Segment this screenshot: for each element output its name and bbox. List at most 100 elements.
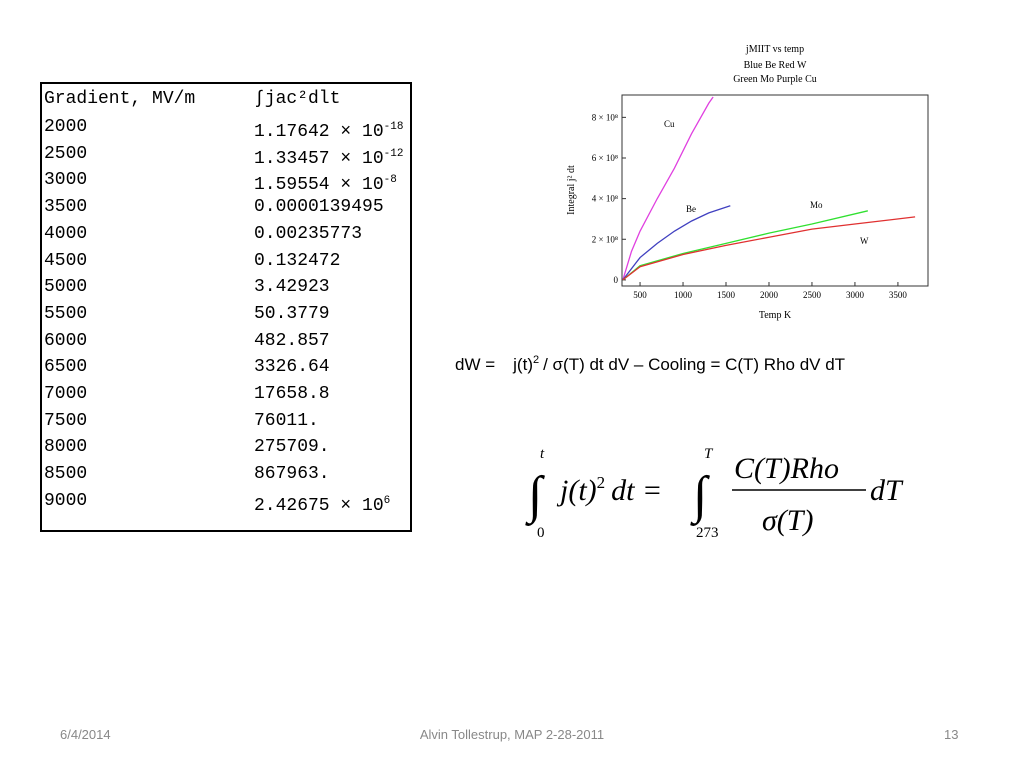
table-row: 5000 3.42923 <box>42 274 410 300</box>
series-line <box>622 210 868 281</box>
cell: 8500 <box>44 464 88 485</box>
cell: 482.857 <box>254 330 330 351</box>
cell: 7500 <box>44 410 88 431</box>
cell: 0.00235773 <box>254 223 363 244</box>
y-tick-label: 0 <box>614 275 619 285</box>
equation-1: dW = j(t)2 / σ(T) dt dV – Cooling = C(T) R… <box>455 354 845 374</box>
x-tick-label: 1500 <box>717 290 736 300</box>
cell-text: 1.17642 × 10 <box>254 122 384 142</box>
eq-denominator: σ(T) <box>762 504 813 537</box>
y-tick-label: 4 × 10⁸ <box>592 194 618 204</box>
cell: 3500 <box>44 197 88 218</box>
plot-frame <box>621 94 929 287</box>
cell-text: 1.33457 × 10 <box>254 148 384 169</box>
cell: 3.42923 <box>254 277 330 298</box>
cell: Gradient, MV/m <box>44 89 196 109</box>
x-tick-label: 500 <box>633 290 647 300</box>
table-row: 6500 3326.64 <box>42 354 410 380</box>
cell: 17658.8 <box>254 384 330 404</box>
cell: 5000 <box>44 277 88 298</box>
eq-limit: T <box>704 446 714 462</box>
cell: 1.33457 × 10-12 <box>254 141 403 172</box>
cell: 3326.64 <box>254 357 330 378</box>
eq-numerator: C(T)Rho <box>734 452 839 485</box>
y-tick-label: 8 × 10⁸ <box>592 112 618 122</box>
cell-exponent: -12 <box>383 147 404 160</box>
cell: 4000 <box>44 223 88 244</box>
table-row: 6000 482.857 <box>42 328 410 354</box>
equations: dW = j(t)2/ σ(T) dt dV – Cooling = C(T) R… <box>455 354 904 540</box>
cell-text: 2.42675 × 10 <box>254 495 384 516</box>
cell: 1.17642 × 10-18 <box>254 114 403 145</box>
series-line <box>622 96 714 281</box>
series-label: Cu <box>664 119 675 129</box>
chart-title: jMIIT vs temp <box>745 44 804 55</box>
table-row: 2500 1.33457 × 10-12 <box>42 141 410 169</box>
table-row: 8500 867963. <box>42 461 410 487</box>
footer-center: Alvin Tollestrup, MAP 2-28-2011 <box>419 727 605 742</box>
table-row: 2000 1.17642 × 10-18 <box>42 114 410 142</box>
x-tick-label: 3500 <box>889 290 908 300</box>
table-row: 7500 76011. <box>42 408 410 434</box>
series-label: W <box>860 236 869 246</box>
cell: 275709. <box>254 437 330 458</box>
footer-date: 6/4/2014 <box>60 727 111 742</box>
cell: 867963. <box>254 464 330 485</box>
eq-text: j(t) <box>512 355 533 374</box>
x-tick-label: 1000 <box>674 290 693 300</box>
eq-limit: 273 <box>696 525 719 540</box>
cell-text: 1.59554 × 10 <box>254 175 384 196</box>
cell: 5500 <box>44 303 88 324</box>
series-line <box>622 205 731 281</box>
eq-text: dt = <box>611 474 662 507</box>
eq-limit: t <box>540 446 545 462</box>
cell: 0.132472 <box>254 250 341 271</box>
cell: 6000 <box>44 330 88 351</box>
cell-exponent: -8 <box>383 174 397 187</box>
x-axis-label: Temp K <box>759 310 792 321</box>
cell: 8000 <box>44 437 88 458</box>
table-row: 3500 0.0000139495 <box>42 194 410 220</box>
cell: 1.59554 × 10-8 <box>254 167 397 198</box>
eq-text: 2 <box>597 473 606 492</box>
footer-page: 13 <box>944 727 959 742</box>
cell: 4500 <box>44 250 88 271</box>
cell: 0.0000139495 <box>254 197 384 218</box>
table-row: 4000 0.00235773 <box>42 221 410 247</box>
eq-text: / σ(T) dt dV – Cooling = C(T) Rho dV dT <box>543 355 845 374</box>
table-row: 7000 17658.8 <box>42 381 410 407</box>
chart-subtitle: Blue Be Red W <box>744 60 807 71</box>
cell: 2000 <box>44 117 88 137</box>
cell: 50.3779 <box>254 303 330 324</box>
eq-limit: 0 <box>537 525 545 540</box>
cell: ∫jac²dlt <box>254 89 341 109</box>
x-tick-label: 3000 <box>846 290 865 300</box>
eq-text: j(t) <box>556 474 597 507</box>
table: Gradient, MV/m ∫jac²dlt 2000 1.17642 × 10-1… <box>40 82 412 532</box>
eq-text: 2 <box>533 354 539 366</box>
integral-sign: ∫ <box>690 467 710 526</box>
series-label: Mo <box>810 200 823 210</box>
chart: jMIIT vs temp Blue Be Red W Green Mo Purpl… <box>566 44 929 321</box>
cell: 2500 <box>44 143 88 164</box>
header-row: Gradient, MV/m ∫jac²dlt <box>42 86 410 112</box>
eq-text: dT <box>870 474 904 507</box>
table-row: 5500 50.3779 <box>42 301 410 327</box>
cell: 9000 <box>44 490 88 511</box>
table-row: 8000 275709. <box>42 434 410 460</box>
eq-integrand: j(t)2 dt = <box>556 473 662 507</box>
eq-text: dW = <box>455 355 495 374</box>
cell: 6500 <box>44 357 88 378</box>
y-axis-label: Integral j² dt <box>566 165 577 215</box>
table-row: 3000 1.59554 × 10-8 <box>42 167 410 195</box>
chart-subtitle: Green Mo Purple Cu <box>733 74 817 85</box>
series-line <box>622 216 916 281</box>
y-tick-label: 6 × 10⁸ <box>592 153 618 163</box>
integral-sign: ∫ <box>525 467 545 526</box>
cell: 3000 <box>44 170 88 191</box>
x-tick-label: 2000 <box>760 290 779 300</box>
table-row: 9000 2.42675 × 106 <box>42 488 410 516</box>
x-tick-label: 2500 <box>803 290 822 300</box>
cell-exponent: 6 <box>383 494 391 507</box>
